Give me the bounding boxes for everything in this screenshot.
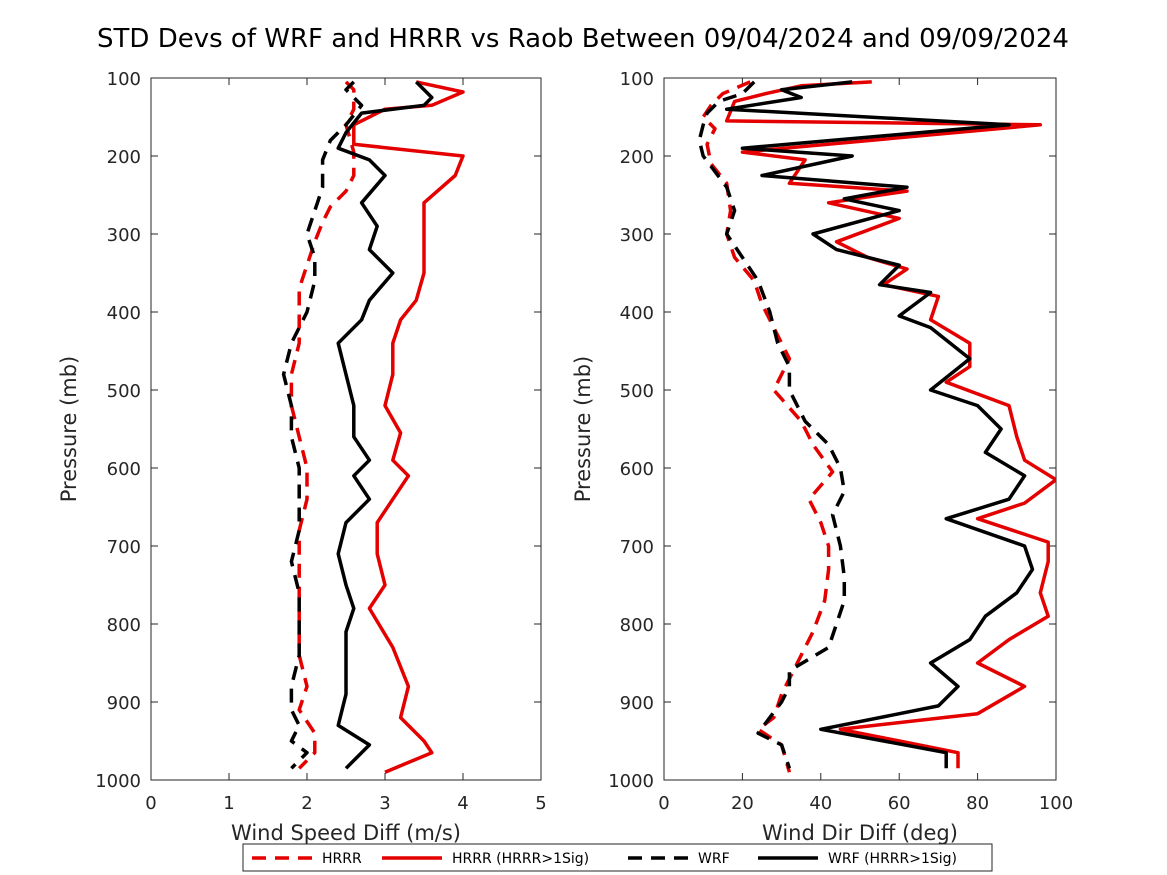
wind-speed-y-tick-label: 300 — [107, 225, 141, 246]
legend-box — [242, 843, 993, 872]
wind-dir-panel: 0 20 40 60 80 100 100 200 300 400 500 600 700 800 900… — [571, 69, 1073, 845]
wind-dir-y-tick-label: 400 — [620, 303, 654, 324]
wind-dir-y-tick-label: 700 — [620, 537, 654, 558]
wind-speed-series — [281, 80, 465, 774]
wind-speed-series-wrf-hrrr-1sig — [336, 80, 434, 770]
wind-speed-y-tick-label: 900 — [107, 693, 141, 714]
wind-dir-series-hrrr — [701, 80, 835, 773]
wind-speed-series-hrrr — [289, 80, 356, 770]
wind-speed-y-tick-label: 500 — [107, 381, 141, 402]
wind-dir-x-tick-label: 0 — [658, 793, 669, 814]
wind-speed-x-tick-label: 2 — [301, 793, 312, 814]
wind-speed-series-wrf — [281, 80, 364, 770]
wind-dir-x-tick-label: 40 — [809, 793, 832, 814]
wind-dir-y-ticks: 100 200 300 400 500 600 700 800 900 1000 — [608, 69, 1056, 792]
wind-speed-y-label: Pressure (mb) — [57, 356, 81, 503]
wind-dir-y-tick-label: 100 — [620, 69, 654, 90]
wind-speed-y-tick-label: 800 — [107, 615, 141, 636]
wind-speed-y-tick-label: 400 — [107, 303, 141, 324]
legend-label: WRF — [698, 851, 730, 867]
wind-dir-y-tick-label: 200 — [620, 147, 654, 168]
wind-dir-series — [697, 80, 1056, 773]
legend-label: WRF (HRRR>1Sig) — [828, 851, 957, 867]
wind-dir-series-wrf-hrrr-1sig — [724, 80, 1035, 769]
wind-dir-y-tick-label: 800 — [620, 615, 654, 636]
wind-dir-x-tick-label: 100 — [1039, 793, 1073, 814]
wind-speed-y-ticks: 100 200 300 400 500 600 700 800 900 1000 — [95, 69, 541, 792]
wind-speed-x-ticks: 0 1 2 3 4 5 — [145, 78, 547, 814]
wind-dir-series-wrf — [697, 80, 847, 769]
wind-dir-x-tick-label: 80 — [966, 793, 989, 814]
legend-entries: HRRR HRRR (HRRR>1Sig) WRF WRF (HRRR>1Sig) — [252, 851, 957, 867]
wind-speed-x-tick-label: 0 — [145, 793, 156, 814]
wind-dir-x-ticks: 0 20 40 60 80 100 — [658, 78, 1073, 814]
wind-dir-y-tick-label: 600 — [620, 459, 654, 480]
wind-speed-y-tick-label: 200 — [107, 147, 141, 168]
wind-speed-panel: 0 1 2 3 4 5 100 200 300 400 500 600 700 800 900 1000 W… — [57, 69, 547, 845]
wind-speed-x-tick-label: 1 — [223, 793, 234, 814]
wind-speed-x-tick-label: 4 — [457, 793, 468, 814]
figure-title: STD Devs of WRF and HRRR vs Raob Between… — [97, 24, 1069, 54]
legend-label: HRRR — [322, 851, 362, 867]
wind-speed-x-label: Wind Speed Diff (m/s) — [231, 821, 461, 845]
wind-dir-y-label: Pressure (mb) — [571, 356, 595, 503]
wind-dir-y-tick-label: 300 — [620, 225, 654, 246]
legend-label: HRRR (HRRR>1Sig) — [452, 851, 589, 867]
wind-speed-y-tick-label: 700 — [107, 537, 141, 558]
wind-speed-x-tick-label: 5 — [535, 793, 546, 814]
wind-speed-y-tick-label: 1000 — [95, 771, 141, 792]
wind-speed-y-tick-label: 100 — [107, 69, 141, 90]
wind-dir-x-label: Wind Dir Diff (deg) — [762, 821, 958, 845]
wind-dir-x-tick-label: 20 — [731, 793, 754, 814]
wind-dir-y-tick-label: 900 — [620, 693, 654, 714]
wind-speed-x-tick-label: 3 — [379, 793, 390, 814]
wind-dir-series-hrrr-hrrr-1sig — [724, 80, 1056, 769]
wind-dir-y-tick-label: 500 — [620, 381, 654, 402]
wind-dir-y-tick-label: 1000 — [608, 771, 654, 792]
legend: HRRR HRRR (HRRR>1Sig) WRF WRF (HRRR>1Sig) — [242, 843, 993, 872]
wind-speed-y-tick-label: 600 — [107, 459, 141, 480]
wind-dir-x-tick-label: 60 — [888, 793, 911, 814]
wind-speed-series-hrrr-hrrr-1sig — [352, 80, 465, 774]
